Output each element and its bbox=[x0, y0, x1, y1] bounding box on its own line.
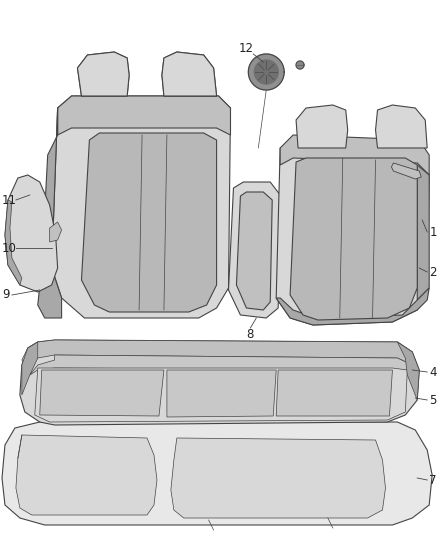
Polygon shape bbox=[397, 342, 419, 400]
Polygon shape bbox=[162, 52, 216, 96]
Polygon shape bbox=[237, 192, 272, 310]
Text: 2: 2 bbox=[429, 265, 437, 279]
Text: 12: 12 bbox=[239, 42, 254, 54]
Polygon shape bbox=[254, 60, 278, 84]
Polygon shape bbox=[49, 222, 62, 242]
Polygon shape bbox=[20, 340, 419, 425]
Polygon shape bbox=[290, 158, 417, 320]
Polygon shape bbox=[35, 368, 407, 422]
Polygon shape bbox=[42, 108, 58, 268]
Polygon shape bbox=[276, 370, 392, 416]
Polygon shape bbox=[40, 370, 164, 416]
Polygon shape bbox=[38, 268, 62, 318]
Polygon shape bbox=[392, 163, 421, 179]
Polygon shape bbox=[2, 422, 432, 525]
Polygon shape bbox=[81, 133, 216, 312]
Polygon shape bbox=[296, 105, 348, 148]
Polygon shape bbox=[229, 182, 280, 318]
Polygon shape bbox=[162, 52, 216, 96]
Text: 9: 9 bbox=[2, 288, 10, 302]
Polygon shape bbox=[16, 435, 157, 515]
Polygon shape bbox=[248, 54, 284, 90]
Text: 5: 5 bbox=[429, 393, 437, 407]
Polygon shape bbox=[167, 370, 276, 417]
Polygon shape bbox=[276, 148, 429, 325]
Text: 4: 4 bbox=[429, 366, 437, 378]
Text: 11: 11 bbox=[2, 193, 17, 206]
Polygon shape bbox=[22, 342, 38, 395]
Polygon shape bbox=[52, 96, 230, 318]
Text: 10: 10 bbox=[2, 241, 17, 254]
Polygon shape bbox=[171, 438, 385, 518]
Text: 7: 7 bbox=[429, 473, 437, 487]
Polygon shape bbox=[78, 52, 129, 96]
Polygon shape bbox=[5, 200, 22, 285]
Polygon shape bbox=[375, 105, 427, 148]
Polygon shape bbox=[58, 96, 230, 135]
Polygon shape bbox=[280, 135, 429, 175]
Polygon shape bbox=[296, 61, 304, 69]
Polygon shape bbox=[78, 52, 129, 96]
Polygon shape bbox=[276, 288, 429, 325]
Text: 1: 1 bbox=[429, 225, 437, 238]
Polygon shape bbox=[22, 340, 412, 365]
Text: 8: 8 bbox=[247, 328, 254, 342]
Polygon shape bbox=[417, 165, 429, 300]
Polygon shape bbox=[30, 355, 412, 375]
Polygon shape bbox=[5, 175, 58, 292]
